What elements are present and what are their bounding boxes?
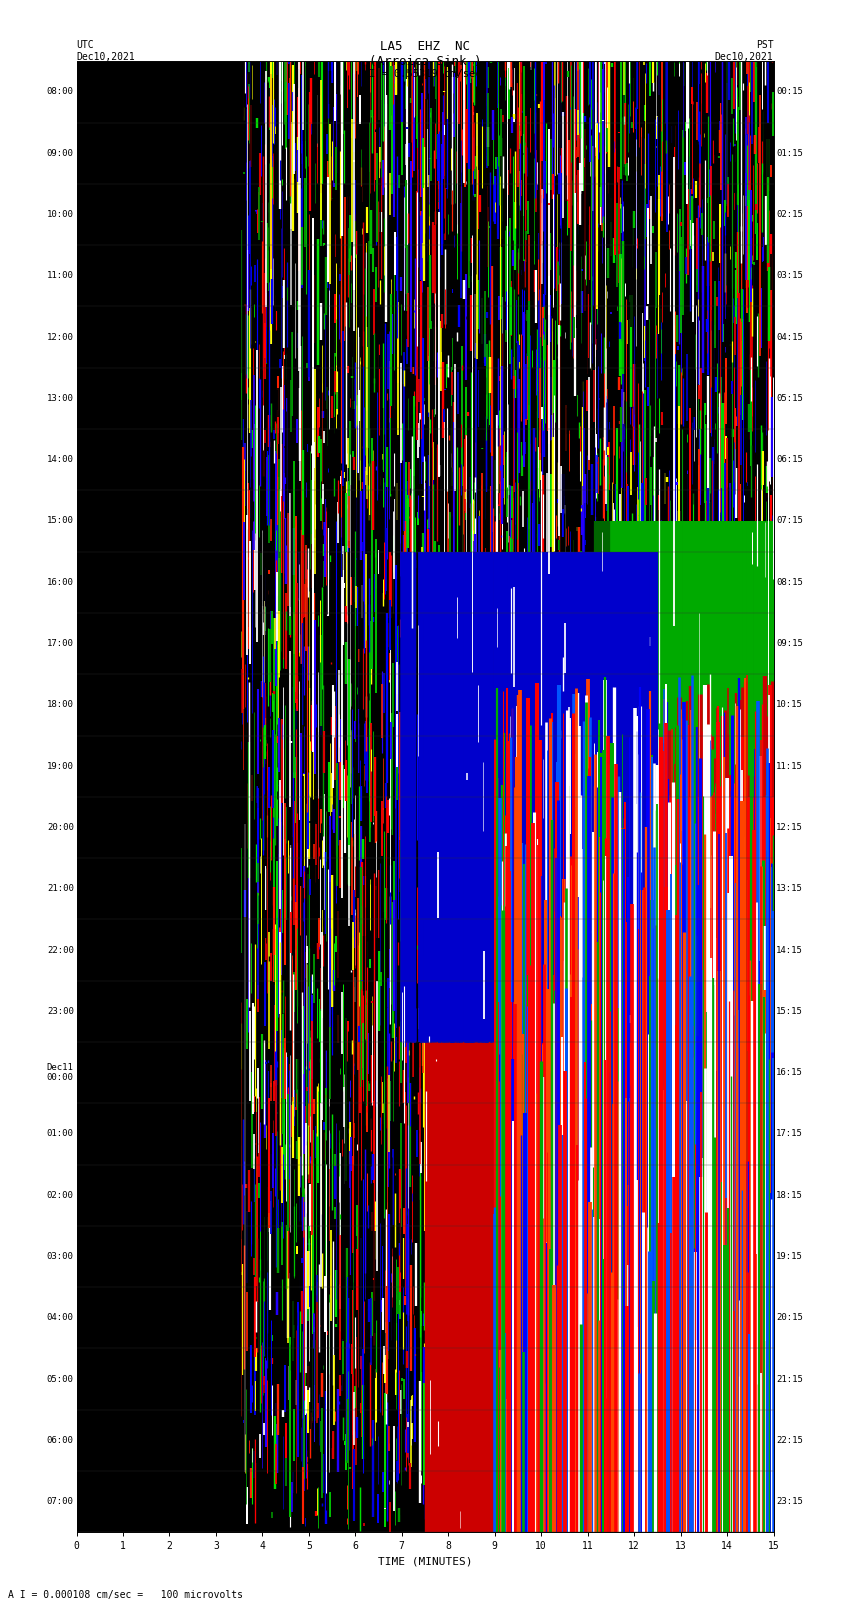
Text: 01:15: 01:15: [776, 148, 803, 158]
Text: 05:00: 05:00: [47, 1374, 74, 1384]
Text: 20:00: 20:00: [47, 823, 74, 832]
Text: 16:00: 16:00: [47, 577, 74, 587]
Text: A I = 0.000108 cm/sec =   100 microvolts: A I = 0.000108 cm/sec = 100 microvolts: [8, 1590, 243, 1600]
Text: 04:15: 04:15: [776, 332, 803, 342]
Text: 07:00: 07:00: [47, 1497, 74, 1507]
Text: 23:00: 23:00: [47, 1007, 74, 1016]
Text: 20:15: 20:15: [776, 1313, 803, 1323]
Text: 17:00: 17:00: [47, 639, 74, 648]
Text: 10:15: 10:15: [776, 700, 803, 710]
Text: 16:15: 16:15: [776, 1068, 803, 1077]
Text: 09:15: 09:15: [776, 639, 803, 648]
Text: 08:00: 08:00: [47, 87, 74, 97]
Text: 21:15: 21:15: [776, 1374, 803, 1384]
Text: 03:15: 03:15: [776, 271, 803, 281]
Text: 00:15: 00:15: [776, 87, 803, 97]
Text: LA5  EHZ  NC: LA5 EHZ NC: [380, 40, 470, 53]
Text: 18:15: 18:15: [776, 1190, 803, 1200]
Text: 15:00: 15:00: [47, 516, 74, 526]
Text: 13:15: 13:15: [776, 884, 803, 894]
Text: 11:15: 11:15: [776, 761, 803, 771]
Text: 23:15: 23:15: [776, 1497, 803, 1507]
Text: 19:00: 19:00: [47, 761, 74, 771]
Text: 02:15: 02:15: [776, 210, 803, 219]
Text: 22:15: 22:15: [776, 1436, 803, 1445]
Text: 12:00: 12:00: [47, 332, 74, 342]
Text: 12:15: 12:15: [776, 823, 803, 832]
Text: 11:00: 11:00: [47, 271, 74, 281]
Text: 14:00: 14:00: [47, 455, 74, 465]
Text: 13:00: 13:00: [47, 394, 74, 403]
Text: 05:15: 05:15: [776, 394, 803, 403]
Text: I = 0.55319 cm/sec: I = 0.55319 cm/sec: [369, 69, 481, 79]
Text: 10:00: 10:00: [47, 210, 74, 219]
Text: 02:00: 02:00: [47, 1190, 74, 1200]
Text: 21:00: 21:00: [47, 884, 74, 894]
Text: 04:00: 04:00: [47, 1313, 74, 1323]
Text: 19:15: 19:15: [776, 1252, 803, 1261]
Text: 09:00: 09:00: [47, 148, 74, 158]
Text: 08:15: 08:15: [776, 577, 803, 587]
Text: 15:15: 15:15: [776, 1007, 803, 1016]
Text: (Arroica Sink ): (Arroica Sink ): [369, 55, 481, 68]
Text: 01:00: 01:00: [47, 1129, 74, 1139]
Text: 14:15: 14:15: [776, 945, 803, 955]
Text: PST
Dec10,2021: PST Dec10,2021: [715, 40, 774, 61]
Text: 17:15: 17:15: [776, 1129, 803, 1139]
Text: UTC
Dec10,2021: UTC Dec10,2021: [76, 40, 135, 61]
Text: Dec11
00:00: Dec11 00:00: [47, 1063, 74, 1082]
Text: 06:00: 06:00: [47, 1436, 74, 1445]
Text: 06:15: 06:15: [776, 455, 803, 465]
X-axis label: TIME (MINUTES): TIME (MINUTES): [377, 1557, 473, 1566]
Text: 18:00: 18:00: [47, 700, 74, 710]
Text: 22:00: 22:00: [47, 945, 74, 955]
Text: 03:00: 03:00: [47, 1252, 74, 1261]
Text: 07:15: 07:15: [776, 516, 803, 526]
